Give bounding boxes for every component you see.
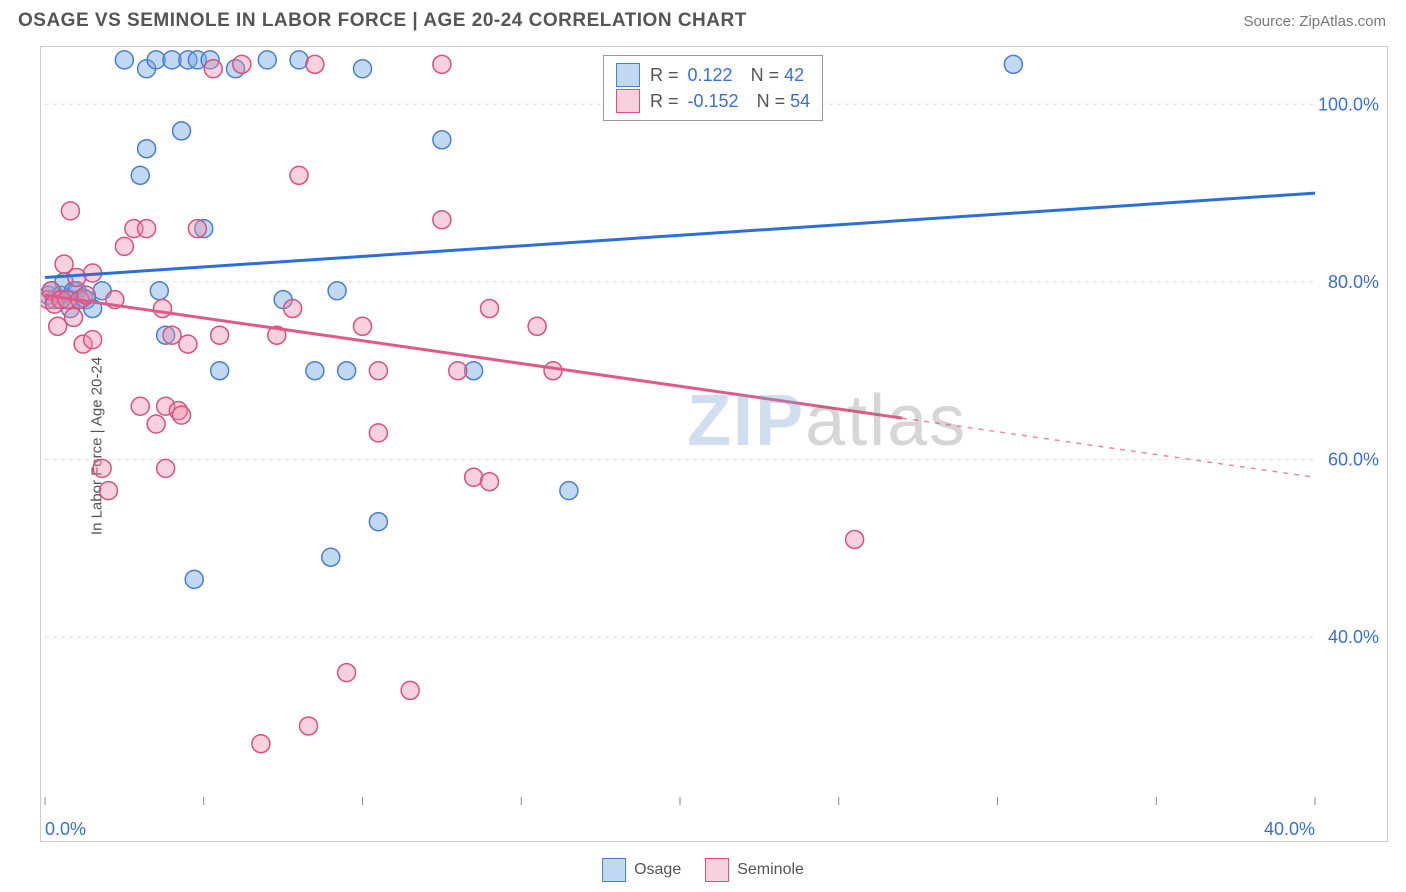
svg-text:40.0%: 40.0% (1328, 627, 1379, 647)
source-attribution: Source: ZipAtlas.com (1243, 13, 1386, 30)
svg-text:100.0%: 100.0% (1318, 94, 1379, 114)
series-swatch (616, 89, 640, 113)
legend-label: Osage (634, 861, 681, 879)
svg-text:80.0%: 80.0% (1328, 272, 1379, 292)
series-legend: Osage Seminole (602, 858, 804, 882)
svg-text:40.0%: 40.0% (1264, 819, 1315, 839)
series-swatch (616, 63, 640, 87)
legend-swatch (602, 858, 626, 882)
chart-title: OSAGE VS SEMINOLE IN LABOR FORCE | AGE 2… (18, 10, 747, 32)
svg-text:0.0%: 0.0% (45, 819, 86, 839)
legend-swatch (705, 858, 729, 882)
legend-label: Seminole (737, 861, 804, 879)
stats-row: R = -0.152N = 54 (616, 88, 810, 114)
scatter-svg: 40.0% 60.0% 80.0% 100.0% 0.0% 40.0% (41, 47, 1387, 841)
svg-text:60.0%: 60.0% (1328, 450, 1379, 470)
legend-item: Seminole (705, 858, 804, 882)
legend-item: Osage (602, 858, 681, 882)
correlation-stats-box: R = 0.122N = 42R = -0.152N = 54 (603, 55, 823, 121)
stats-row: R = 0.122N = 42 (616, 62, 810, 88)
plot-area: 40.0% 60.0% 80.0% 100.0% 0.0% 40.0% R = 0.122… (40, 46, 1388, 842)
